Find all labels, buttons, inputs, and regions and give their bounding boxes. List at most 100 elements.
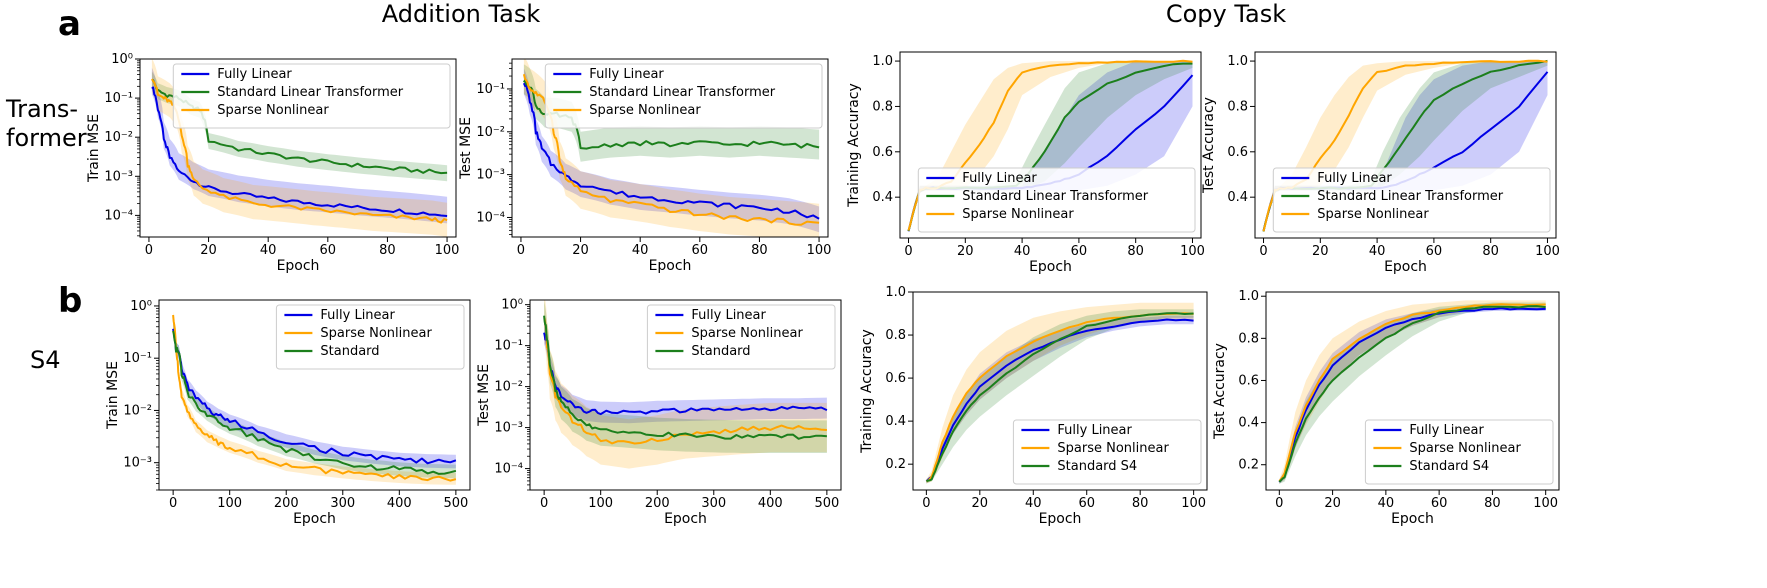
x-tick-label: 0 — [1259, 244, 1267, 259]
legend-label: Fully Linear — [962, 171, 1037, 186]
band-standard — [544, 300, 827, 453]
x-tick-label: 100 — [217, 496, 242, 511]
y-tick-label: 0.4 — [1238, 416, 1259, 431]
column-title-addition: Addition Task — [382, 0, 541, 28]
plot-frame — [912, 291, 1208, 491]
x-tick-label: 40 — [1369, 244, 1386, 259]
x-tick-label: 500 — [814, 496, 839, 511]
panel-label-a: a — [58, 4, 81, 44]
y-tick-label: 10⁻² — [476, 125, 505, 140]
x-tick-label: 80 — [1127, 244, 1144, 259]
legend-label: Sparse Nonlinear — [589, 103, 701, 118]
plot-frame — [899, 51, 1202, 239]
line-fully-linear — [1278, 307, 1546, 483]
legend: Fully Linear Standard Linear Transformer S… — [172, 63, 451, 129]
chart-s4_add_train: 0 100 200 300 400 500 10⁻³ 10⁻² 10⁻¹ 10⁰ Epoch Trai… — [105, 299, 471, 527]
x-tick-label: 100 — [588, 496, 613, 511]
legend-label: Fully Linear — [1057, 423, 1132, 438]
legend-box — [1364, 419, 1554, 485]
legend-label: Standard — [320, 344, 379, 359]
legend-label: Fully Linear — [589, 67, 664, 82]
legend-label: Fully Linear — [217, 67, 292, 82]
x-tick-label: 60 — [1431, 496, 1448, 511]
line-sparse-nonlinear — [522, 73, 820, 226]
legend-label: Sparse Nonlinear — [217, 103, 329, 118]
x-tick-label: 0 — [922, 496, 930, 511]
x-tick-label: 80 — [1482, 244, 1499, 259]
x-tick-label: 60 — [1071, 244, 1088, 259]
y-tick-label: 1.0 — [885, 285, 906, 300]
y-tick-label: 0.8 — [885, 328, 906, 343]
legend-label: Standard Linear Transformer — [1317, 189, 1503, 204]
y-tick-label: 10⁻³ — [494, 421, 523, 436]
legend-label: Fully Linear — [320, 308, 395, 323]
legend: Fully Linear Standard Linear Transformer S… — [917, 167, 1196, 233]
legend-label: Standard S4 — [1057, 459, 1137, 474]
line-fully-linear — [151, 86, 448, 217]
row-label-transformer-line2: former — [6, 124, 87, 152]
y-axis-label: Training Accuracy — [859, 329, 875, 454]
x-axis-label: Epoch — [293, 511, 336, 527]
band-standard-linear-transformer — [523, 64, 820, 162]
x-tick-label: 100 — [1535, 244, 1560, 259]
x-tick-label: 100 — [1533, 496, 1558, 511]
legend-label: Fully Linear — [1409, 423, 1484, 438]
x-tick-label: 20 — [957, 244, 974, 259]
y-tick-label: 0.8 — [1238, 331, 1259, 346]
x-tick-label: 60 — [692, 243, 709, 258]
band-standard-s4 — [1279, 302, 1546, 484]
x-tick-label: 20 — [572, 243, 589, 258]
line-sparse-nonlinear — [1278, 303, 1546, 482]
row-label-s4: S4 — [30, 346, 61, 374]
x-tick-label: 40 — [1025, 496, 1042, 511]
chart-s4_copy_train: 0 20 40 60 80 100 0.2 0.4 0.6 0.8 1.0 Epoch Training… — [859, 285, 1208, 527]
plot-frame — [1254, 51, 1557, 239]
x-tick-label: 80 — [751, 243, 768, 258]
legend: Fully Linear Standard Linear Transformer S… — [544, 63, 823, 129]
y-tick-label: 10⁻¹ — [494, 339, 523, 354]
legend-label: Fully Linear — [691, 308, 766, 323]
band-sparse-nonlinear — [523, 59, 820, 237]
x-axis-label: Epoch — [277, 258, 320, 274]
legend-label: Sparse Nonlinear — [1317, 207, 1429, 222]
line-standard-linear-transformer — [523, 79, 820, 150]
legend-label: Standard S4 — [1409, 459, 1489, 474]
x-tick-label: 200 — [274, 496, 299, 511]
legend-label: Standard Linear Transformer — [217, 85, 403, 100]
line-sparse-nonlinear — [172, 314, 457, 482]
x-tick-label: 60 — [1078, 496, 1095, 511]
band-sparse-nonlinear — [1263, 61, 1548, 232]
legend-label: Standard Linear Transformer — [589, 85, 775, 100]
legend-box — [172, 63, 451, 129]
legend-box — [544, 63, 823, 129]
x-tick-label: 80 — [1484, 496, 1501, 511]
y-tick-label: 10⁻² — [104, 130, 133, 145]
y-tick-label: 10⁻⁴ — [494, 462, 523, 477]
x-tick-label: 100 — [1180, 244, 1205, 259]
y-tick-label: 10⁻² — [123, 403, 152, 418]
legend-label: Sparse Nonlinear — [320, 326, 432, 341]
x-tick-label: 20 — [1324, 496, 1341, 511]
x-tick-label: 20 — [200, 243, 217, 258]
band-sparse-nonlinear — [926, 302, 1194, 484]
legend-label: Sparse Nonlinear — [1409, 441, 1521, 456]
legend: Fully Linear Sparse Nonlinear Standard S4 — [1012, 419, 1202, 485]
line-standard-s4 — [926, 312, 1194, 483]
legend-box — [275, 304, 465, 370]
x-tick-label: 100 — [435, 243, 460, 258]
legend-label: Sparse Nonlinear — [1057, 441, 1169, 456]
x-tick-label: 0 — [540, 496, 548, 511]
y-tick-label: 10⁻¹ — [123, 351, 152, 366]
legend-label: Fully Linear — [1317, 171, 1392, 186]
chart-tf_copy_train: 0 20 40 60 80 100 0.4 0.6 0.8 1.0 Epoch Training Ac… — [846, 51, 1205, 275]
y-axis-label: Training Accuracy — [846, 83, 862, 208]
row-label-transformer-line1: Trans- — [5, 95, 78, 123]
x-tick-label: 40 — [632, 243, 649, 258]
x-tick-label: 400 — [758, 496, 783, 511]
x-tick-label: 0 — [145, 243, 153, 258]
y-tick-label: 0.6 — [885, 371, 906, 386]
y-tick-label: 10⁻² — [494, 380, 523, 395]
legend-label: Sparse Nonlinear — [691, 326, 803, 341]
x-tick-label: 40 — [1378, 496, 1395, 511]
